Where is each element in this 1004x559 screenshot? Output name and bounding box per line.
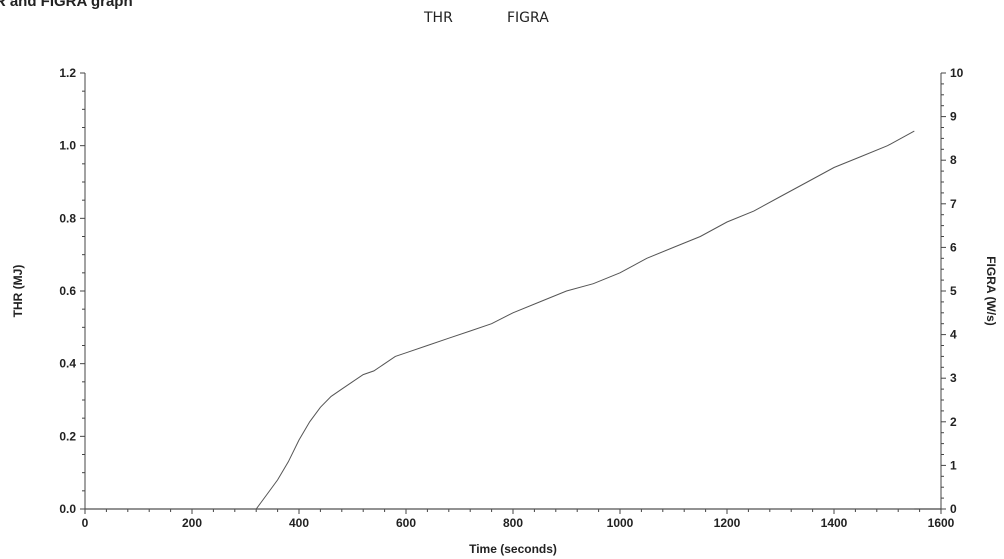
x-tick-label: 1000 bbox=[607, 516, 634, 530]
y-right-tick-label: 4 bbox=[950, 328, 957, 342]
x-tick-label: 0 bbox=[82, 516, 89, 530]
x-tick-label: 800 bbox=[503, 516, 523, 530]
y-left-tick-label: 0.6 bbox=[59, 284, 76, 298]
series-line-thr bbox=[255, 130, 915, 510]
y-left-tick-label: 0.8 bbox=[59, 211, 76, 225]
y-axis-right-title: FIGRA (W/s) bbox=[984, 256, 998, 326]
y-right-tick-label: 1 bbox=[950, 458, 957, 472]
y-right-tick-label: 5 bbox=[950, 284, 957, 298]
y-right-tick-label: 9 bbox=[950, 110, 957, 124]
y-right-tick-label: 6 bbox=[950, 240, 957, 254]
y-right-tick-label: 3 bbox=[950, 371, 957, 385]
chart-axes bbox=[84, 73, 942, 510]
y-axis-left-title: THR (MJ) bbox=[11, 265, 25, 318]
legend-thr-label: THR bbox=[424, 10, 453, 26]
x-tick-label: 200 bbox=[182, 516, 202, 530]
x-tick-label: 1200 bbox=[714, 516, 741, 530]
y-left-tick-label: 0.2 bbox=[59, 429, 76, 443]
y-left-tick-label: 1.0 bbox=[59, 139, 76, 153]
y-right-tick-label: 10 bbox=[950, 66, 964, 80]
y-right-tick-label: 2 bbox=[950, 415, 957, 429]
x-tick-label: 400 bbox=[289, 516, 309, 530]
x-tick-label: 600 bbox=[396, 516, 416, 530]
y-left-tick-label: 1.2 bbox=[59, 66, 76, 80]
chart-series bbox=[85, 130, 915, 510]
y-left-tick-label: 0.0 bbox=[59, 502, 76, 516]
x-tick-label: 1400 bbox=[821, 516, 848, 530]
x-tick-label: 1600 bbox=[928, 516, 955, 530]
y-left-tick-label: 0.4 bbox=[59, 357, 76, 371]
y-right-tick-label: 8 bbox=[950, 153, 957, 167]
legend-figra-label: FIGRA bbox=[507, 10, 549, 26]
y-right-tick-label: 7 bbox=[950, 197, 957, 211]
y-right-tick-label: 0 bbox=[950, 502, 957, 516]
x-axis-title: Time (seconds) bbox=[469, 542, 557, 556]
header-title: HR and FIGRA graph bbox=[0, 0, 133, 10]
chart-ticks: 0 200 400 600 800 1000 1200 1400 1600 0.0 0.2 0.4 0.… bbox=[59, 66, 963, 530]
